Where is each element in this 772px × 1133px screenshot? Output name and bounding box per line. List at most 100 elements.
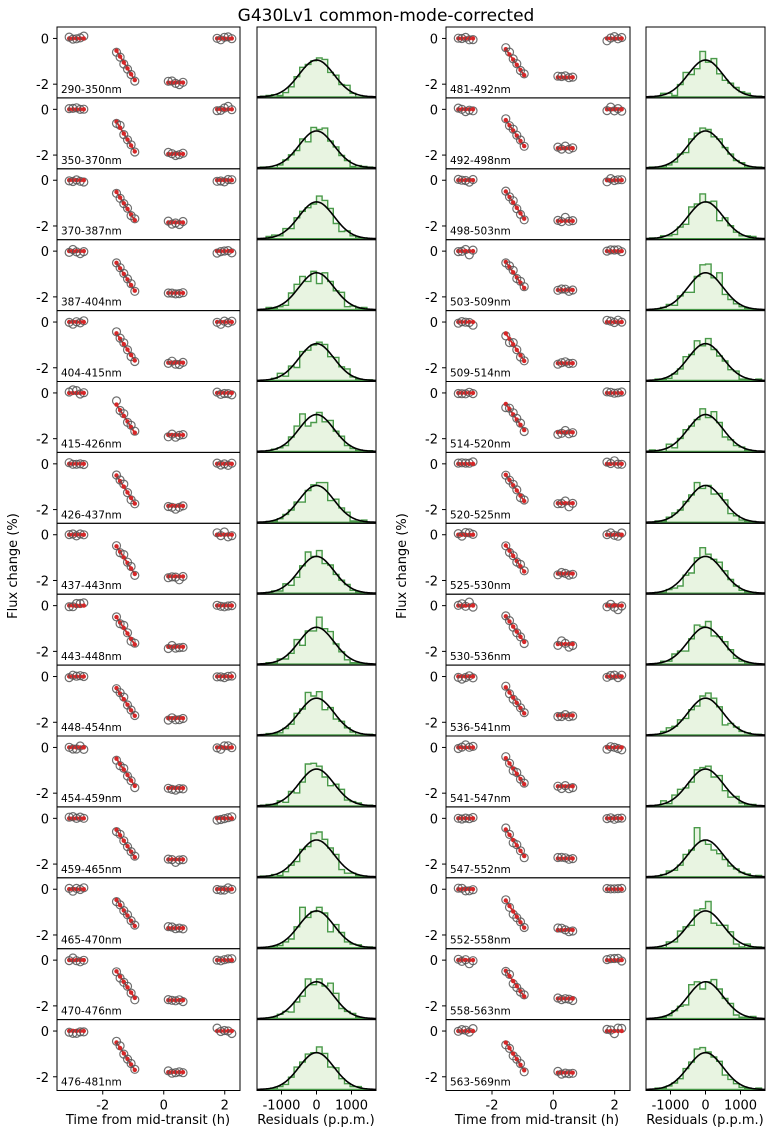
model-point bbox=[117, 266, 123, 271]
model-point bbox=[522, 925, 527, 930]
residual-histogram bbox=[649, 978, 762, 1020]
y-tick-label: 0 bbox=[41, 600, 49, 615]
lightcurve-panel-492-498nm: 0 -2 492-498nm bbox=[425, 97, 631, 170]
data-point bbox=[79, 530, 89, 540]
data-point bbox=[519, 638, 529, 649]
model-point bbox=[570, 927, 575, 933]
data-point bbox=[568, 926, 578, 936]
residual-histogram bbox=[260, 270, 373, 311]
data-point bbox=[79, 883, 89, 893]
model-point bbox=[229, 745, 234, 750]
y-tick-label: 0 bbox=[430, 316, 438, 331]
model-point bbox=[180, 998, 186, 1003]
model-point bbox=[522, 216, 527, 221]
residual-panel-498-503nm bbox=[645, 168, 766, 241]
gaussian-curve bbox=[257, 555, 376, 594]
model-point bbox=[514, 62, 519, 67]
y-tick-label: 0 bbox=[430, 812, 438, 827]
model-point bbox=[503, 685, 508, 690]
model-point bbox=[619, 36, 624, 41]
residual-histogram bbox=[649, 263, 762, 311]
wavelength-bin-label: 509-514nm bbox=[450, 368, 511, 380]
model-point bbox=[570, 1070, 575, 1075]
data-point bbox=[519, 141, 529, 151]
lightcurve-panel-552-558nm: 0 -2 552-558nm bbox=[425, 877, 631, 950]
data-point bbox=[178, 288, 188, 298]
model-point bbox=[619, 674, 624, 679]
data-point bbox=[130, 570, 140, 581]
residual-panel-503-509nm bbox=[645, 239, 766, 312]
residual-x-tick-label: 1000 bbox=[724, 1099, 757, 1114]
x-tick-label: -2 bbox=[486, 1099, 499, 1114]
data-point bbox=[501, 895, 511, 905]
model-point bbox=[522, 427, 527, 433]
lightcurve-panel-370-387nm: 0 -2 370-387nm bbox=[36, 168, 241, 241]
residual-histogram bbox=[649, 692, 763, 736]
model-point bbox=[570, 784, 575, 789]
y-tick-label: 0 bbox=[41, 387, 49, 402]
data-point bbox=[617, 956, 627, 966]
gaussian-curve bbox=[257, 201, 376, 240]
residual-histogram bbox=[260, 411, 374, 453]
wavelength-bin-label: 541-547nm bbox=[450, 793, 511, 805]
model-point bbox=[114, 1040, 119, 1045]
model-point bbox=[514, 347, 519, 353]
data-point bbox=[568, 853, 578, 864]
y-tick-label: -2 bbox=[425, 929, 438, 944]
residual-histogram bbox=[259, 126, 374, 169]
model-point bbox=[470, 603, 476, 608]
lightcurve-panel-525-530nm: 0 -2 525-530nm bbox=[425, 522, 631, 595]
y-tick-label: -2 bbox=[425, 858, 438, 873]
model-point bbox=[121, 201, 127, 206]
data-point bbox=[617, 528, 627, 538]
residual-panel-290-350nm bbox=[256, 26, 377, 99]
lightcurve-panel-290-350nm: 0 -2 290-350nm bbox=[36, 26, 241, 99]
residual-panel-437-443nm bbox=[256, 522, 377, 595]
data-point bbox=[519, 495, 529, 505]
data-point bbox=[130, 214, 140, 224]
y-tick-label: 0 bbox=[430, 1025, 438, 1040]
lightcurve-frame bbox=[445, 1019, 631, 1091]
y-axis-label-left: Flux change (%) bbox=[6, 513, 21, 619]
model-point bbox=[511, 909, 516, 914]
model-point bbox=[121, 484, 127, 489]
data-point bbox=[130, 920, 140, 930]
model-point bbox=[121, 767, 127, 772]
model-point bbox=[81, 957, 87, 963]
gaussian-curve bbox=[646, 59, 765, 98]
wavelength-bin-label: 525-530nm bbox=[450, 580, 511, 592]
model-point bbox=[114, 756, 119, 761]
data-point bbox=[227, 248, 237, 258]
residual-histogram bbox=[259, 831, 373, 878]
wavelength-bin-label: 290-350nm bbox=[61, 84, 122, 96]
data-point bbox=[568, 285, 578, 295]
model-point bbox=[570, 571, 575, 576]
model-point bbox=[132, 783, 137, 789]
data-point bbox=[568, 143, 578, 153]
wavelength-bin-label: 454-459nm bbox=[61, 793, 122, 805]
data-point bbox=[115, 52, 125, 62]
gaussian-curve bbox=[257, 130, 376, 169]
model-point bbox=[132, 430, 137, 435]
data-point bbox=[122, 628, 133, 638]
model-point bbox=[503, 47, 508, 52]
lightcurve-panel-530-536nm: 0 -2 530-536nm bbox=[425, 593, 631, 666]
data-point bbox=[617, 175, 627, 185]
y-tick-label: -2 bbox=[36, 645, 49, 660]
data-point bbox=[79, 388, 89, 398]
data-point bbox=[519, 69, 529, 79]
model-point bbox=[522, 711, 527, 716]
residual-panel-350-370nm bbox=[256, 97, 377, 170]
data-point bbox=[568, 428, 578, 438]
data-point bbox=[130, 147, 140, 157]
model-point bbox=[619, 532, 624, 537]
y-tick-label: 0 bbox=[430, 458, 438, 473]
data-point bbox=[617, 670, 627, 680]
model-point bbox=[511, 270, 516, 275]
model-point bbox=[114, 189, 119, 195]
data-point bbox=[130, 356, 140, 367]
model-point bbox=[503, 189, 508, 194]
model-point bbox=[117, 125, 123, 130]
model-point bbox=[125, 702, 130, 707]
model-point bbox=[507, 548, 512, 553]
